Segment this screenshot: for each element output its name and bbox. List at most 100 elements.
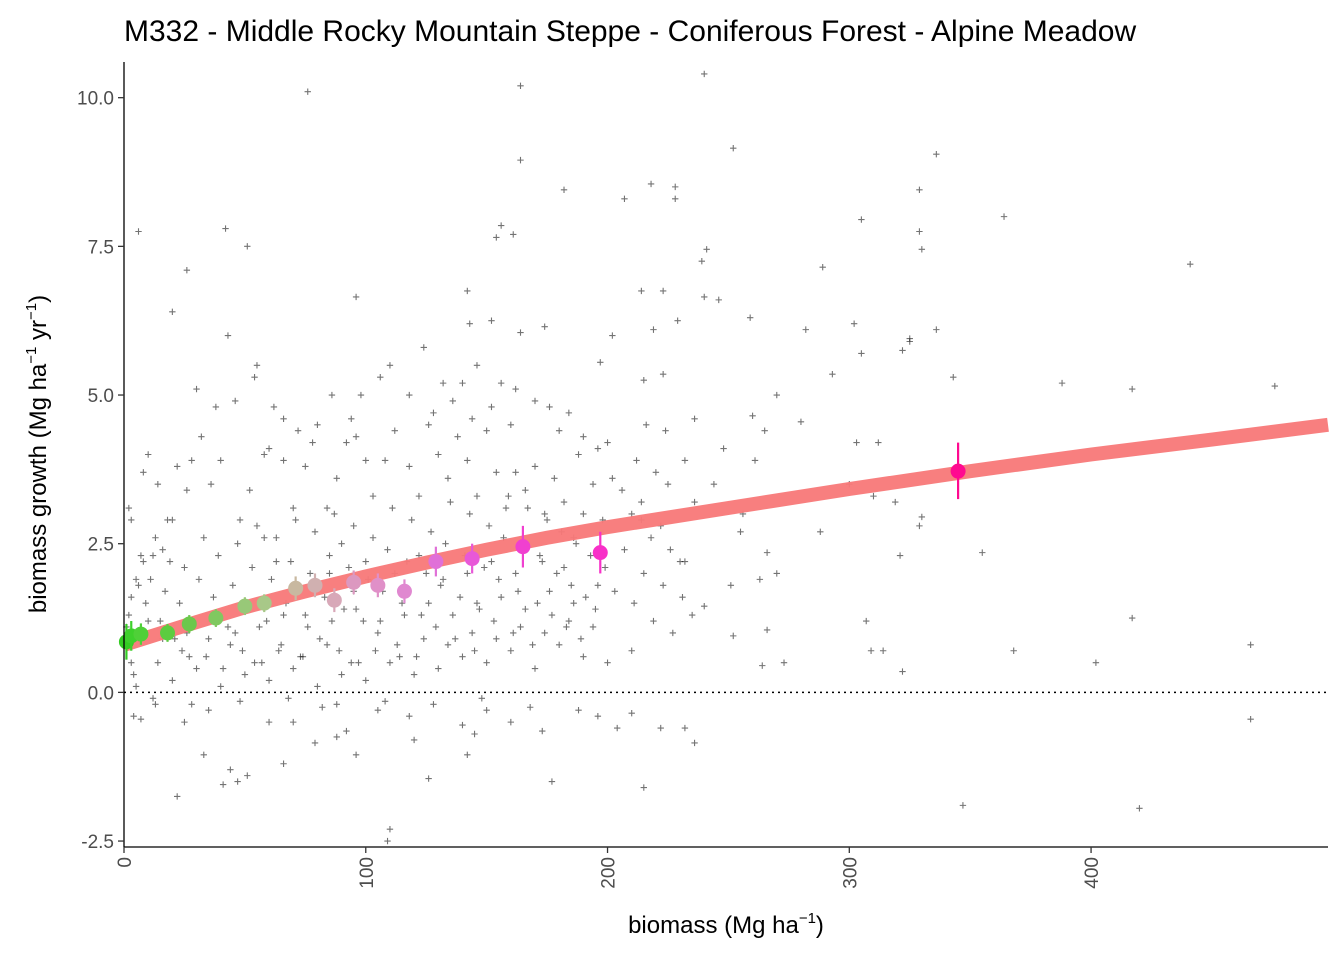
data-point bbox=[662, 427, 669, 434]
data-point bbox=[452, 635, 459, 643]
y-axis-label: biomass growth (Mg ha−1 yr−1) bbox=[23, 295, 52, 613]
data-point bbox=[672, 195, 679, 202]
data-point bbox=[746, 314, 754, 321]
data-point bbox=[161, 588, 169, 595]
data-point bbox=[410, 671, 418, 678]
data-point bbox=[277, 641, 285, 649]
data-point bbox=[587, 552, 594, 559]
data-point bbox=[688, 611, 696, 619]
data-point bbox=[691, 498, 698, 506]
data-point bbox=[555, 427, 563, 434]
binned-mean-point bbox=[592, 545, 608, 561]
data-point bbox=[565, 409, 573, 417]
data-point bbox=[497, 379, 505, 387]
data-point bbox=[659, 371, 667, 378]
data-point bbox=[169, 308, 176, 315]
data-point bbox=[181, 564, 188, 571]
data-point bbox=[253, 522, 261, 530]
data-point bbox=[406, 712, 413, 720]
data-point bbox=[420, 344, 427, 351]
data-point bbox=[406, 391, 413, 399]
data-point bbox=[459, 379, 466, 387]
data-point bbox=[517, 156, 524, 164]
data-point bbox=[362, 677, 369, 684]
data-point bbox=[647, 180, 655, 188]
data-point bbox=[802, 326, 809, 333]
data-point bbox=[546, 403, 553, 411]
data-point bbox=[916, 522, 923, 530]
binned-mean-point bbox=[208, 610, 224, 626]
data-point bbox=[386, 659, 394, 666]
data-point bbox=[352, 751, 360, 759]
data-point bbox=[618, 486, 626, 494]
data-point bbox=[867, 647, 875, 654]
data-point bbox=[701, 293, 708, 301]
data-point bbox=[490, 617, 498, 625]
data-point bbox=[594, 582, 602, 589]
data-point bbox=[212, 403, 220, 411]
x-tick-label: 200 bbox=[599, 857, 620, 889]
data-point bbox=[244, 772, 251, 779]
data-point bbox=[152, 701, 159, 708]
data-point bbox=[539, 558, 546, 565]
data-point bbox=[362, 457, 369, 464]
data-point bbox=[727, 582, 735, 589]
data-point bbox=[464, 287, 471, 295]
data-point bbox=[343, 439, 350, 446]
data-point bbox=[1058, 379, 1066, 387]
data-point bbox=[241, 671, 249, 678]
data-point bbox=[321, 594, 328, 601]
data-point bbox=[236, 698, 244, 705]
data-point bbox=[454, 433, 461, 440]
data-point bbox=[543, 516, 551, 524]
data-point bbox=[483, 427, 490, 434]
data-point bbox=[437, 582, 444, 589]
data-point bbox=[173, 793, 181, 800]
data-point bbox=[531, 397, 539, 405]
data-point bbox=[430, 701, 437, 708]
binned-mean-point bbox=[428, 554, 444, 570]
data-point bbox=[580, 653, 587, 660]
data-point bbox=[186, 653, 193, 660]
data-point bbox=[413, 653, 420, 660]
data-point bbox=[369, 492, 377, 500]
data-point bbox=[357, 391, 365, 399]
data-point bbox=[147, 576, 154, 583]
data-point bbox=[918, 246, 926, 253]
data-point bbox=[222, 225, 229, 232]
data-point bbox=[478, 695, 486, 702]
data-point bbox=[292, 516, 299, 524]
data-point bbox=[210, 594, 217, 601]
data-point bbox=[302, 463, 309, 470]
data-point bbox=[609, 475, 616, 482]
data-point bbox=[1186, 260, 1194, 268]
data-point bbox=[1000, 213, 1008, 220]
data-point bbox=[311, 739, 319, 747]
data-point bbox=[580, 433, 587, 440]
data-point bbox=[215, 552, 222, 559]
data-point bbox=[290, 718, 297, 726]
data-point bbox=[239, 647, 246, 654]
data-point bbox=[258, 659, 266, 666]
data-point bbox=[128, 659, 135, 666]
data-point bbox=[140, 469, 147, 476]
data-point bbox=[442, 540, 449, 547]
data-point bbox=[476, 605, 483, 613]
binned-mean-point bbox=[133, 626, 149, 642]
data-point bbox=[580, 510, 587, 518]
data-point bbox=[512, 469, 519, 476]
data-point bbox=[423, 570, 430, 577]
binned-means bbox=[118, 442, 966, 660]
data-point bbox=[650, 326, 657, 333]
data-point bbox=[797, 418, 805, 425]
data-point bbox=[178, 647, 186, 654]
data-point bbox=[290, 665, 297, 672]
data-point bbox=[132, 576, 140, 583]
data-point bbox=[761, 427, 768, 434]
data-point bbox=[1128, 614, 1136, 622]
data-point bbox=[171, 635, 178, 643]
data-point bbox=[650, 617, 657, 625]
data-point bbox=[473, 492, 481, 500]
x-axis-label: biomass (Mg ha−1) bbox=[628, 910, 824, 939]
data-point bbox=[128, 594, 135, 601]
